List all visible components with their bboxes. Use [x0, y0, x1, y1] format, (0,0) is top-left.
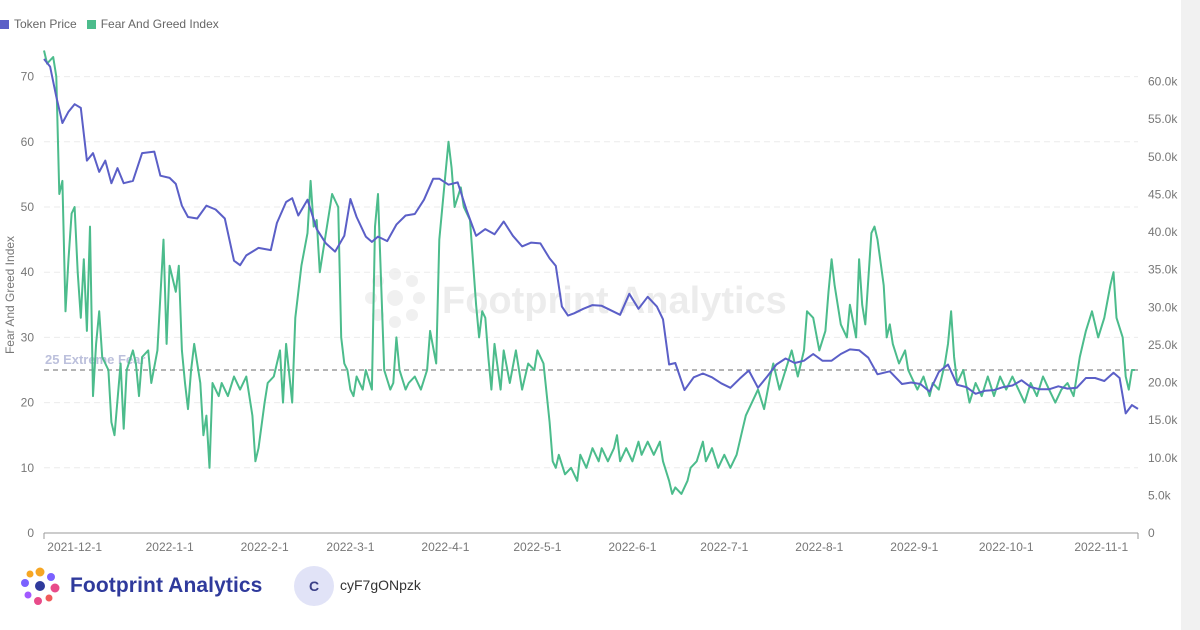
x-tick-label: 2022-11-1: [1074, 540, 1128, 554]
y-left-tick-label: 10: [21, 461, 35, 475]
x-tick-label: 2022-5-1: [513, 540, 561, 554]
y-right-tick-label: 20.0k: [1148, 376, 1178, 390]
watermark: Footprint Analytics: [365, 268, 787, 328]
y-right-tick-label: 55.0k: [1148, 112, 1178, 126]
legend-label-token-price: Token Price: [14, 17, 77, 31]
y-right-tick-label: 45.0k: [1148, 187, 1178, 201]
token-price-line: [43, 58, 1139, 415]
legend-item-fear-greed[interactable]: Fear And Greed Index: [86, 17, 219, 31]
y-right-tick-label: 40.0k: [1148, 225, 1178, 239]
y-left-tick-label: 0: [27, 526, 34, 540]
y-right-tick-label: 0: [1148, 526, 1155, 540]
y-right-tick-label: 30.0k: [1148, 300, 1178, 314]
brand[interactable]: Footprint Analytics: [18, 566, 262, 606]
x-tick-label: 2022-6-1: [608, 540, 656, 554]
brand-name: Footprint Analytics: [70, 574, 263, 597]
y-left-tick-label: 20: [21, 396, 35, 410]
y-axis-label: Fear And Greed Index: [3, 236, 17, 354]
y-left-tick-label: 60: [21, 135, 35, 149]
y-right-tick-label: 35.0k: [1148, 263, 1178, 277]
legend-swatch-token-price: [0, 19, 9, 29]
legend-label-fear-greed: Fear And Greed Index: [100, 17, 219, 31]
x-tick-label: 2022-10-1: [979, 540, 1034, 554]
legend: Token Price Fear And Greed Index: [0, 17, 219, 31]
watermark-text: Footprint Analytics: [442, 280, 787, 322]
legend-item-token-price[interactable]: Token Price: [0, 17, 77, 31]
x-tick-label: 2022-8-1: [795, 540, 843, 554]
y-left-tick-label: 40: [21, 265, 35, 279]
y-left-tick-label: 50: [21, 200, 35, 214]
x-tick-label: 2022-9-1: [890, 540, 938, 554]
y-right-tick-label: 60.0k: [1148, 75, 1178, 89]
footer: Footprint Analytics: [18, 564, 262, 608]
x-tick-label: 2022-3-1: [326, 540, 374, 554]
avatar[interactable]: C: [294, 566, 334, 606]
line-chart: Footprint Analytics 0 10 20 30 40 50 60 70 0 5.0…: [3, 50, 1178, 554]
y-right-tick-label: 10.0k: [1148, 451, 1178, 465]
y-right-tick-label: 50.0k: [1148, 150, 1178, 164]
y-right-tick-label: 15.0k: [1148, 413, 1178, 427]
x-tick-label: 2022-7-1: [700, 540, 748, 554]
x-tick-label: 2021-12-1: [47, 540, 102, 554]
y-right-tick-label: 5.0k: [1148, 488, 1172, 502]
legend-swatch-fear-greed: [86, 19, 96, 29]
scrollbar[interactable]: [1181, 0, 1200, 630]
username[interactable]: cyF7gONpzk: [340, 577, 421, 593]
x-tick-label: 2022-4-1: [421, 540, 469, 554]
y-left-tick-label: 30: [21, 330, 35, 344]
footprint-logo-icon: [21, 567, 60, 605]
x-tick-label: 2022-1-1: [146, 540, 194, 554]
y-left-tick-label: 70: [21, 70, 35, 84]
y-right-tick-label: 25.0k: [1148, 338, 1178, 352]
x-tick-label: 2022-2-1: [241, 540, 289, 554]
